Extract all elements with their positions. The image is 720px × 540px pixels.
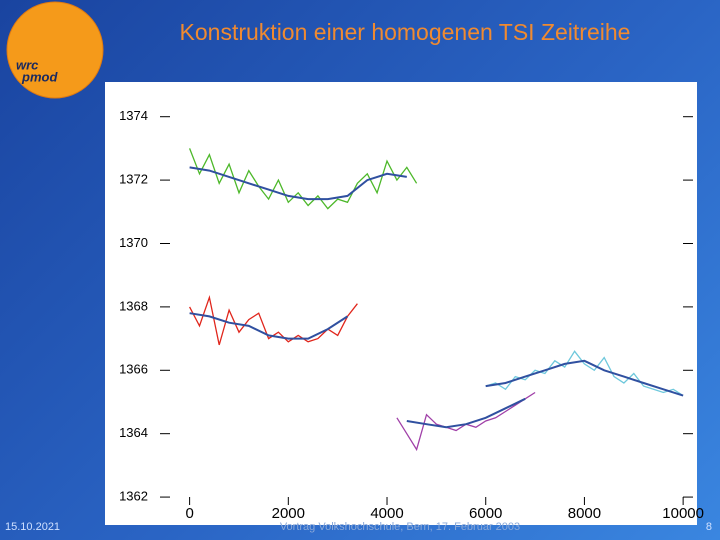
footer-text: Vortrag Volkshochschule, Bern, 17. Febru… xyxy=(280,521,520,533)
y-tick-label: 1364 xyxy=(119,425,148,440)
x-tick-label: 10000 xyxy=(662,505,704,522)
x-tick-label: 8000 xyxy=(568,505,601,522)
series-line xyxy=(189,166,407,201)
plot-background xyxy=(105,82,697,525)
footer-date: 15.10.2021 xyxy=(5,521,60,533)
sun-logo xyxy=(6,1,104,99)
page-number: 8 xyxy=(706,521,712,533)
series-line xyxy=(189,312,349,340)
x-tick-label: 4000 xyxy=(370,505,403,522)
y-tick-label: 1372 xyxy=(119,172,148,187)
y-tick-label: 1374 xyxy=(119,108,148,123)
series-line xyxy=(406,397,526,429)
x-tick-label: 2000 xyxy=(272,505,305,522)
logo-text: pmod xyxy=(21,69,58,84)
y-tick-label: 1370 xyxy=(119,235,148,250)
x-tick-label: 6000 xyxy=(469,505,502,522)
y-tick-label: 1366 xyxy=(119,362,148,377)
y-tick-label: 1368 xyxy=(119,298,148,313)
series-line xyxy=(485,359,684,397)
y-tick-label: 1362 xyxy=(119,489,148,504)
chart-title: Konstruktion einer homogenen TSI Zeitrei… xyxy=(180,19,631,45)
logo-text: wrc xyxy=(16,57,39,72)
x-tick-label: 0 xyxy=(185,505,193,522)
series-line xyxy=(485,350,684,397)
